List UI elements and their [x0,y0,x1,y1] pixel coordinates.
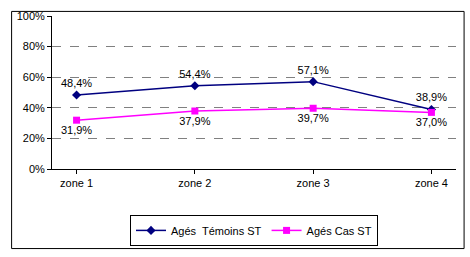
svg-text:37,0%: 37,0% [416,116,447,128]
svg-text:39,7%: 39,7% [298,112,329,124]
svg-text:100%: 100% [17,10,45,22]
svg-text:80%: 80% [23,40,45,52]
svg-text:57,1%: 57,1% [298,64,329,76]
svg-text:zone 2: zone 2 [178,177,211,189]
svg-text:0%: 0% [29,163,45,175]
svg-text:38,9%: 38,9% [416,91,447,103]
svg-text:60%: 60% [23,71,45,83]
svg-text:40%: 40% [23,102,45,114]
svg-text:zone 4: zone 4 [415,177,448,189]
svg-text:Agés Cas ST: Agés Cas ST [307,225,372,237]
svg-text:Agés Témoins ST: Agés Témoins ST [171,225,262,237]
svg-text:zone 3: zone 3 [297,177,330,189]
svg-text:20%: 20% [23,132,45,144]
svg-text:zone 1: zone 1 [60,177,93,189]
svg-text:37,9%: 37,9% [179,115,210,127]
svg-text:31,9%: 31,9% [61,124,92,136]
svg-text:48,4%: 48,4% [61,77,92,89]
svg-text:54,4%: 54,4% [179,68,210,80]
